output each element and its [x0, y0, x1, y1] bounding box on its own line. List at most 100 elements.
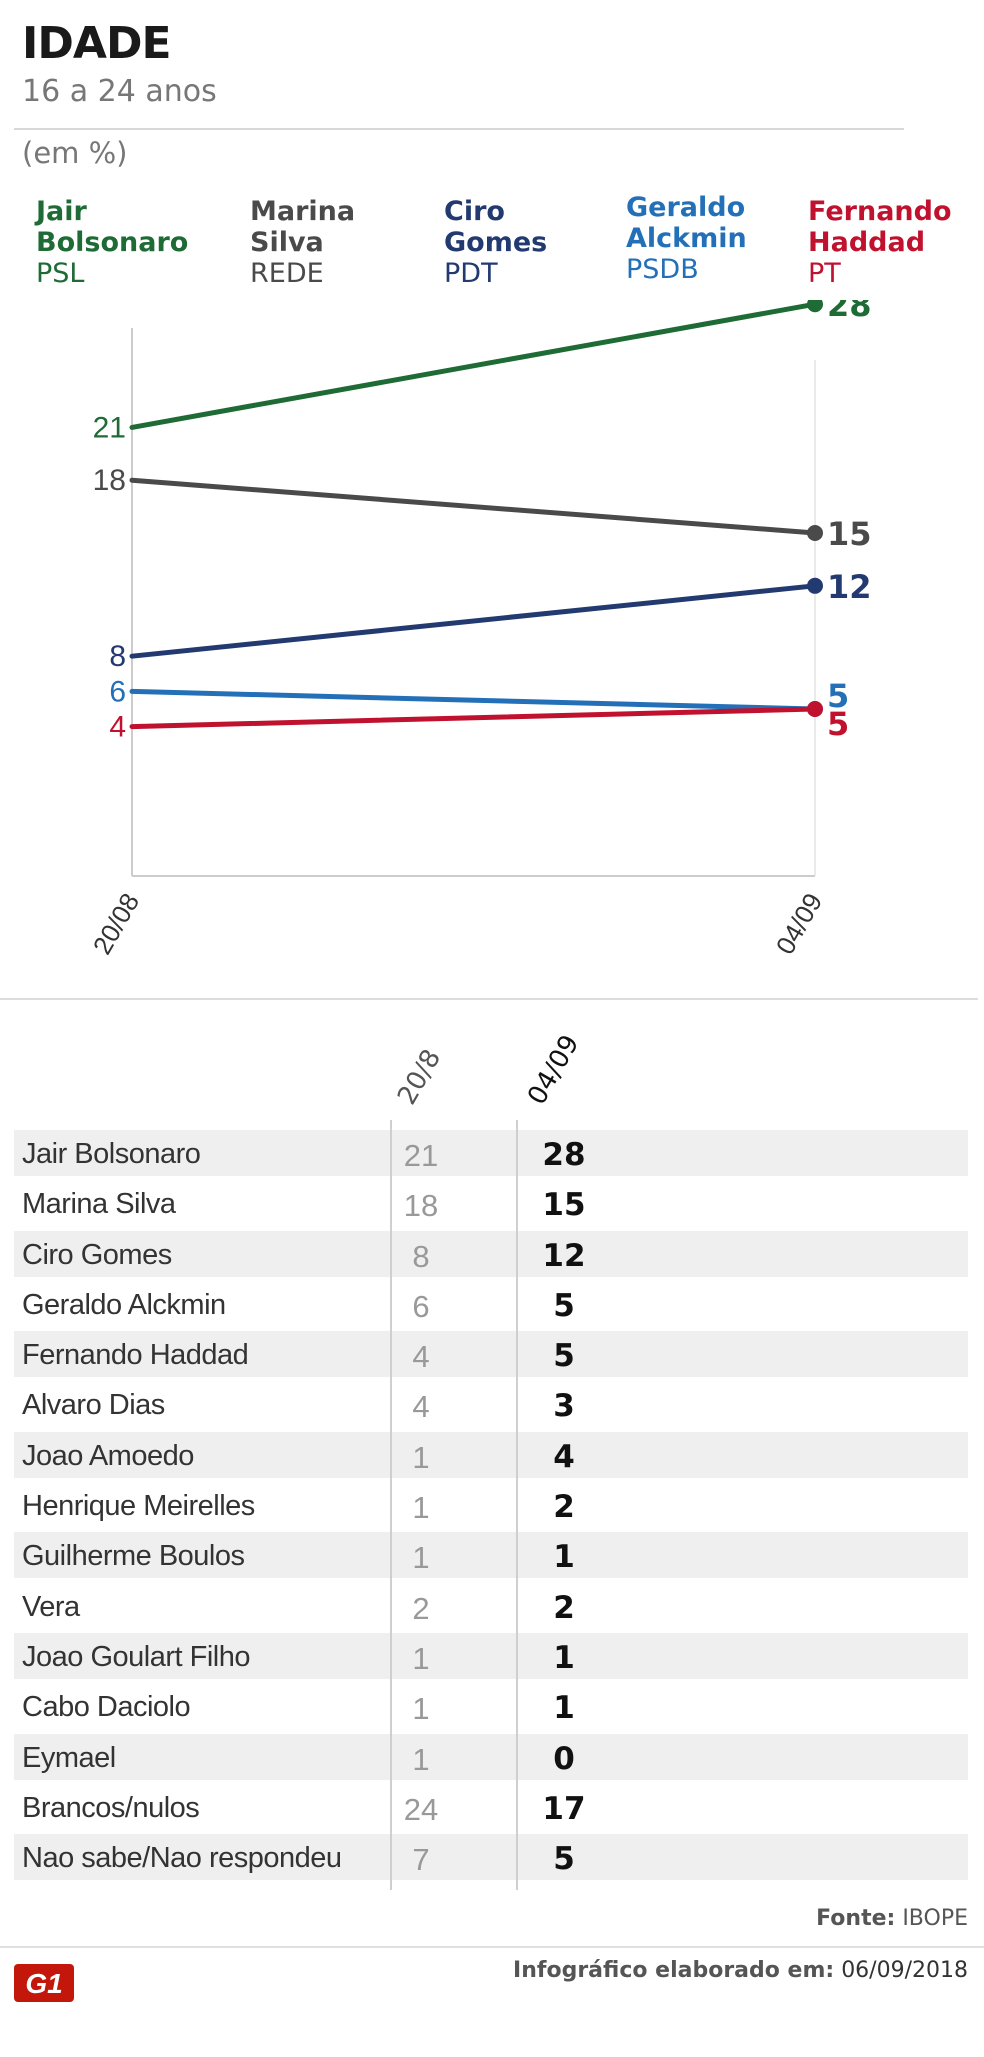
series-line — [129, 688, 818, 712]
value-04-09: 0 — [553, 1740, 575, 1777]
value-20-08: 8 — [412, 1238, 430, 1274]
start-value-label: 21 — [93, 411, 126, 444]
value-20-08: 1 — [412, 1691, 430, 1727]
table-row: Nao sabe/Nao respondeu 7 5 — [14, 1832, 968, 1882]
table-column-divider — [516, 1120, 518, 1890]
candidate-name: Nao sabe/Nao respondeu — [22, 1842, 342, 1875]
end-value-label: 5 — [827, 677, 849, 715]
series-line — [129, 583, 818, 659]
table-header-col1: 20/8 — [392, 1044, 448, 1110]
value-04-09: 1 — [553, 1690, 575, 1727]
series-line — [129, 477, 818, 536]
legend-party: PSDB — [626, 254, 699, 285]
credit-label: Infográfico elaborado em: — [513, 1958, 835, 1983]
value-20-08: 1 — [412, 1439, 430, 1475]
unit-label: (em %) — [22, 136, 128, 170]
table-row: Ciro Gomes 8 12 — [14, 1229, 968, 1279]
row-background — [14, 1130, 968, 1176]
candidate-name: Jair Bolsonaro — [22, 1138, 201, 1170]
candidate-name: Vera — [22, 1590, 80, 1623]
legend-name-line1: Jair — [36, 196, 87, 227]
row-background — [14, 1733, 968, 1780]
value-04-09: 15 — [542, 1187, 586, 1224]
value-04-09: 12 — [542, 1237, 586, 1274]
legend-name-line2: Bolsonaro — [36, 227, 189, 258]
series-end-point — [807, 525, 823, 541]
row-background — [14, 1230, 968, 1277]
start-value-label: 4 — [109, 711, 126, 744]
candidate-name: Cabo Daciolo — [22, 1691, 191, 1724]
legend-party: PDT — [444, 258, 498, 289]
legend-name-line2: Gomes — [444, 227, 548, 258]
value-04-09: 28 — [542, 1137, 586, 1173]
legend-name-line2: Haddad — [808, 227, 926, 258]
table-row: Fernando Haddad 4 5 — [14, 1329, 968, 1379]
candidate-name: Joao Goulart Filho — [22, 1640, 250, 1673]
start-value-label: 6 — [109, 675, 126, 708]
page-subtitle: 16 a 24 anos — [22, 74, 217, 109]
source-label: Fonte: — [816, 1906, 896, 1931]
legend-item-marina: Marina Silva REDE — [250, 196, 355, 289]
source-note: Fonte: IBOPE — [816, 1906, 968, 1931]
row-background — [14, 1532, 968, 1579]
table-header-col2: 04/09 — [522, 1030, 586, 1110]
start-value-label: 18 — [93, 464, 126, 497]
legend-party: PT — [808, 258, 841, 289]
value-04-09: 2 — [553, 1589, 575, 1626]
value-04-09: 3 — [553, 1388, 575, 1425]
page-title: IDADE — [22, 18, 172, 69]
series-end-point — [807, 300, 823, 313]
end-value-label: 12 — [827, 568, 872, 606]
legend-name-line1: Marina — [250, 196, 356, 227]
value-04-09: 4 — [553, 1438, 575, 1475]
value-04-09: 17 — [542, 1790, 586, 1827]
results-table: Jair Bolsonaro 21 28 Marina Silva 18 15 Ciro G… — [14, 1128, 968, 1882]
candidate-name: Brancos/nulos — [22, 1791, 200, 1824]
candidate-name: Guilherme Boulos — [22, 1540, 245, 1573]
end-value-label: 5 — [827, 705, 849, 743]
end-value-label: 15 — [827, 515, 872, 553]
legend-name-line1: Geraldo — [626, 192, 746, 223]
candidate-name: Joao Amoedo — [22, 1439, 194, 1472]
start-value-label: 8 — [109, 640, 126, 673]
table-row: Brancos/nulos 24 17 — [14, 1782, 968, 1832]
table-row: Guilherme Boulos 1 1 — [14, 1530, 968, 1580]
value-04-09: 5 — [553, 1338, 575, 1375]
table-row: Eymael 1 0 — [14, 1732, 968, 1782]
candidate-name: Fernando Haddad — [22, 1339, 249, 1372]
row-background — [14, 1632, 968, 1679]
table-row: Vera 2 2 — [14, 1581, 968, 1631]
svg-text:G1: G1 — [25, 1968, 62, 1999]
series-end-point — [807, 701, 823, 717]
value-20-08: 1 — [412, 1490, 430, 1526]
credit-date: 06/09/2018 — [841, 1958, 968, 1983]
table-column-divider — [390, 1120, 392, 1890]
value-20-08: 4 — [412, 1339, 430, 1375]
legend-item-bolsonaro: Jair Bolsonaro PSL — [36, 196, 188, 289]
table-row: Marina Silva 18 15 — [14, 1178, 968, 1228]
row-background — [14, 1331, 968, 1378]
row-background — [14, 1834, 968, 1881]
series-line — [129, 301, 818, 430]
candidate-name: Ciro Gomes — [22, 1238, 172, 1271]
value-20-08: 4 — [412, 1389, 430, 1425]
table-row: Alvaro Dias 4 3 — [14, 1379, 968, 1429]
table-row: Cabo Daciolo 1 1 — [14, 1681, 968, 1731]
legend-party: REDE — [250, 258, 324, 289]
series-end-point — [807, 577, 823, 594]
source-value: IBOPE — [902, 1906, 968, 1931]
x-tick-label: 04/09 — [770, 888, 829, 959]
x-tick-label: 20/08 — [87, 888, 146, 959]
line-chart: 20/08 04/09 21 28 18 15 8 12 6 5 4 5 — [87, 300, 872, 959]
table-row: Joao Goulart Filho 1 1 — [14, 1631, 968, 1681]
value-20-08: 1 — [412, 1741, 430, 1777]
value-20-08: 7 — [412, 1842, 430, 1878]
legend-party: PSL — [36, 258, 85, 289]
value-04-09: 5 — [553, 1287, 575, 1324]
value-20-08: 1 — [412, 1540, 430, 1576]
table-row: Joao Amoedo 1 4 — [14, 1430, 968, 1480]
row-background — [14, 1583, 968, 1629]
candidate-name: Alvaro Dias — [22, 1389, 165, 1422]
table-row: Jair Bolsonaro 21 28 — [14, 1128, 968, 1178]
divider — [0, 998, 978, 1000]
